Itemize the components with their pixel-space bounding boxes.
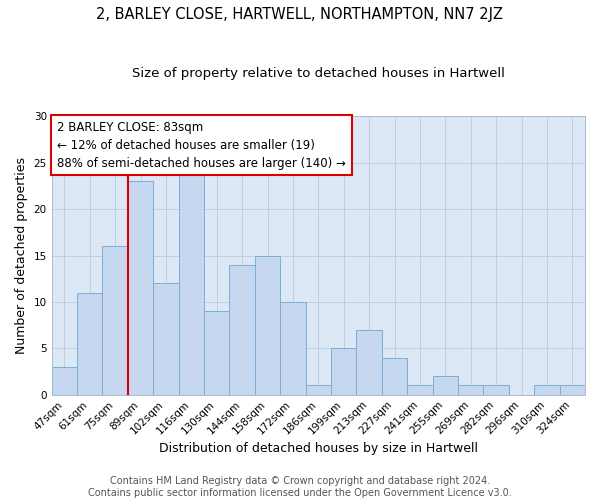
- Bar: [128, 182, 153, 394]
- Bar: [52, 367, 77, 394]
- Bar: [484, 386, 509, 394]
- Text: 2, BARLEY CLOSE, HARTWELL, NORTHAMPTON, NN7 2JZ: 2, BARLEY CLOSE, HARTWELL, NORTHAMPTON, …: [97, 8, 503, 22]
- Bar: [407, 386, 433, 394]
- Bar: [204, 311, 229, 394]
- Bar: [77, 292, 103, 394]
- Bar: [153, 284, 179, 395]
- Y-axis label: Number of detached properties: Number of detached properties: [15, 157, 28, 354]
- Bar: [229, 265, 255, 394]
- Bar: [356, 330, 382, 394]
- Bar: [458, 386, 484, 394]
- Bar: [179, 163, 204, 394]
- Bar: [433, 376, 458, 394]
- Bar: [560, 386, 585, 394]
- Bar: [534, 386, 560, 394]
- Bar: [103, 246, 128, 394]
- Bar: [331, 348, 356, 395]
- Text: 2 BARLEY CLOSE: 83sqm
← 12% of detached houses are smaller (19)
88% of semi-deta: 2 BARLEY CLOSE: 83sqm ← 12% of detached …: [57, 120, 346, 170]
- Bar: [280, 302, 305, 394]
- Bar: [255, 256, 280, 394]
- Text: Contains HM Land Registry data © Crown copyright and database right 2024.
Contai: Contains HM Land Registry data © Crown c…: [88, 476, 512, 498]
- Title: Size of property relative to detached houses in Hartwell: Size of property relative to detached ho…: [132, 68, 505, 80]
- X-axis label: Distribution of detached houses by size in Hartwell: Distribution of detached houses by size …: [159, 442, 478, 455]
- Bar: [305, 386, 331, 394]
- Bar: [382, 358, 407, 395]
